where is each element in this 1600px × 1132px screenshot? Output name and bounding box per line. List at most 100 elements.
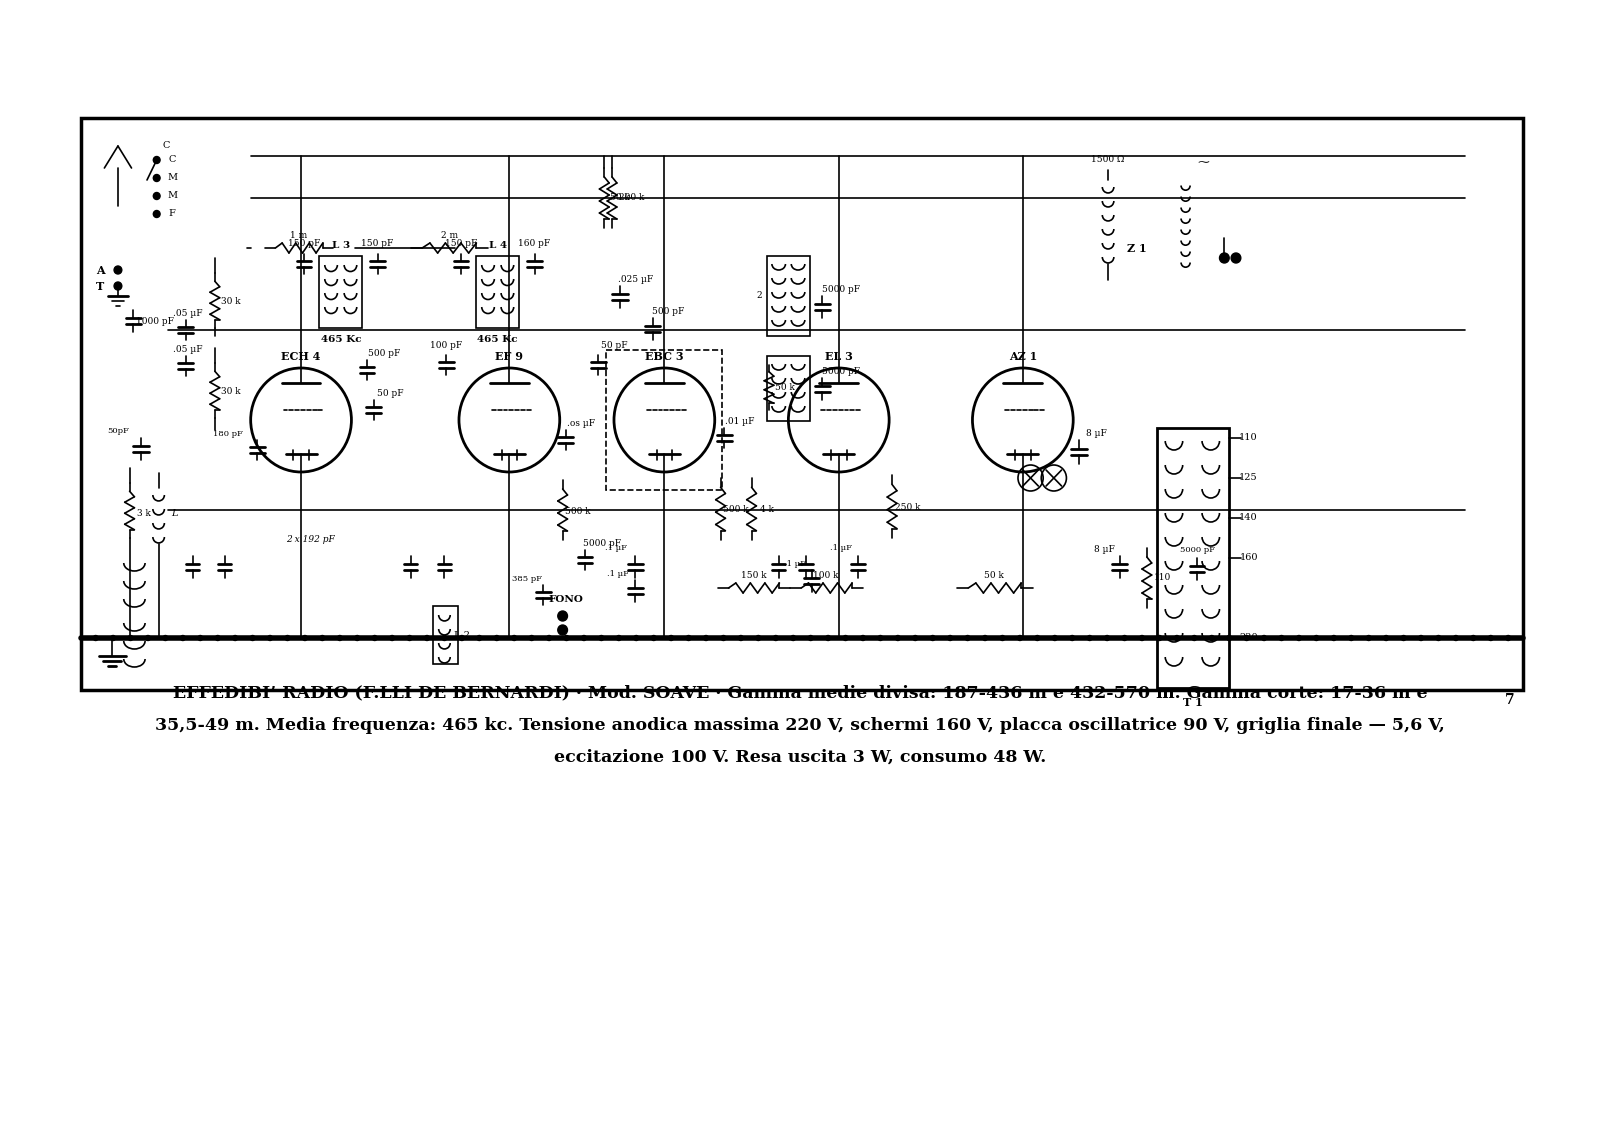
Circle shape <box>530 635 534 641</box>
Circle shape <box>154 211 160 217</box>
Circle shape <box>739 635 744 641</box>
Circle shape <box>1366 635 1371 641</box>
Text: 200 k: 200 k <box>619 194 645 203</box>
Circle shape <box>285 635 290 641</box>
Text: 50pF: 50pF <box>107 427 130 435</box>
Circle shape <box>930 635 934 641</box>
Bar <box>766 256 810 336</box>
Text: L 3: L 3 <box>331 241 350 250</box>
Text: eccitazione 100 V. Resa uscita 3 W, consumo 48 W.: eccitazione 100 V. Resa uscita 3 W, cons… <box>554 748 1046 765</box>
Circle shape <box>1219 252 1229 263</box>
Circle shape <box>181 635 186 641</box>
Circle shape <box>110 635 115 641</box>
Circle shape <box>634 635 638 641</box>
Text: 385 pF: 385 pF <box>512 575 542 583</box>
Circle shape <box>1402 635 1406 641</box>
Text: 2: 2 <box>757 292 762 300</box>
Circle shape <box>250 635 254 641</box>
Circle shape <box>355 635 360 641</box>
Circle shape <box>232 635 237 641</box>
Text: 465 Kc: 465 Kc <box>320 335 362 344</box>
Circle shape <box>1488 635 1493 641</box>
Circle shape <box>373 635 378 641</box>
Bar <box>606 350 723 490</box>
Text: 5000 pF: 5000 pF <box>822 285 859 294</box>
Text: 1500 Ω: 1500 Ω <box>1091 155 1125 164</box>
Text: 50 k: 50 k <box>774 383 795 392</box>
Circle shape <box>1262 635 1267 641</box>
Bar <box>82 118 1523 691</box>
Text: .1 µF: .1 µF <box>605 544 627 552</box>
Circle shape <box>1278 635 1283 641</box>
Circle shape <box>826 635 830 641</box>
Circle shape <box>558 611 568 621</box>
Text: 2 m: 2 m <box>440 232 458 240</box>
Bar <box>320 256 362 328</box>
Circle shape <box>1419 635 1424 641</box>
Circle shape <box>1053 635 1058 641</box>
Circle shape <box>773 635 778 641</box>
Bar <box>477 256 518 328</box>
Text: 4 k: 4 k <box>760 506 774 515</box>
Text: 500 k: 500 k <box>565 507 590 516</box>
Circle shape <box>1122 635 1126 641</box>
Circle shape <box>1227 635 1232 641</box>
Circle shape <box>216 635 221 641</box>
Circle shape <box>114 282 122 290</box>
Text: C: C <box>163 142 170 151</box>
Text: .025 µF: .025 µF <box>618 275 653 284</box>
Circle shape <box>267 635 272 641</box>
Circle shape <box>1506 635 1510 641</box>
Circle shape <box>558 625 568 635</box>
Text: 125: 125 <box>1240 473 1258 482</box>
Circle shape <box>390 635 395 641</box>
Bar <box>1157 428 1229 688</box>
Text: M: M <box>166 173 178 182</box>
Text: 35,5-49 m. Media frequenza: 465 kc. Tensione anodica massima 220 V, schermi 160 : 35,5-49 m. Media frequenza: 465 kc. Tens… <box>155 717 1445 734</box>
Circle shape <box>982 635 987 641</box>
Circle shape <box>581 635 586 641</box>
Circle shape <box>947 635 952 641</box>
Circle shape <box>1139 635 1144 641</box>
Text: 50 k: 50 k <box>610 194 630 203</box>
Text: 50 pF: 50 pF <box>600 341 627 350</box>
Circle shape <box>1437 635 1442 641</box>
Text: EBC 3: EBC 3 <box>645 351 683 361</box>
Circle shape <box>494 635 499 641</box>
Text: 1000 pF: 1000 pF <box>136 317 174 326</box>
Circle shape <box>459 635 464 641</box>
Text: 5000 pF: 5000 pF <box>822 368 859 377</box>
Circle shape <box>669 635 674 641</box>
Circle shape <box>512 635 517 641</box>
Text: 100 k: 100 k <box>813 572 838 581</box>
Circle shape <box>1230 252 1242 263</box>
Text: .os µF: .os µF <box>566 420 595 429</box>
Circle shape <box>93 635 98 641</box>
Circle shape <box>302 635 307 641</box>
Circle shape <box>1349 635 1354 641</box>
Text: 250 k: 250 k <box>894 504 920 513</box>
Circle shape <box>1331 635 1336 641</box>
Circle shape <box>878 635 883 641</box>
Text: 160 pF: 160 pF <box>518 240 550 249</box>
Text: ECH 4: ECH 4 <box>282 351 320 361</box>
Text: 500 pF: 500 pF <box>653 308 685 317</box>
Circle shape <box>1470 635 1475 641</box>
Circle shape <box>914 635 918 641</box>
Circle shape <box>338 635 342 641</box>
Circle shape <box>1384 635 1389 641</box>
Circle shape <box>808 635 813 641</box>
Circle shape <box>1296 635 1301 641</box>
Text: 5000 pF: 5000 pF <box>1179 546 1214 554</box>
Circle shape <box>198 635 203 641</box>
Text: 2 x 192 pF: 2 x 192 pF <box>286 535 334 544</box>
Text: 100 pF: 100 pF <box>430 341 462 350</box>
Circle shape <box>1453 635 1458 641</box>
Text: ~: ~ <box>1197 154 1210 171</box>
Text: M: M <box>166 191 178 200</box>
Circle shape <box>1070 635 1075 641</box>
Text: EFFEDIBI’ RADIO (F.LLI DE BERNARDI) · Mod. SOAVE · Gamma medie divisa: 187-436 m: EFFEDIBI’ RADIO (F.LLI DE BERNARDI) · Mo… <box>173 685 1427 702</box>
Text: FONO: FONO <box>549 595 582 604</box>
Text: 7: 7 <box>1506 693 1515 708</box>
Circle shape <box>896 635 901 641</box>
